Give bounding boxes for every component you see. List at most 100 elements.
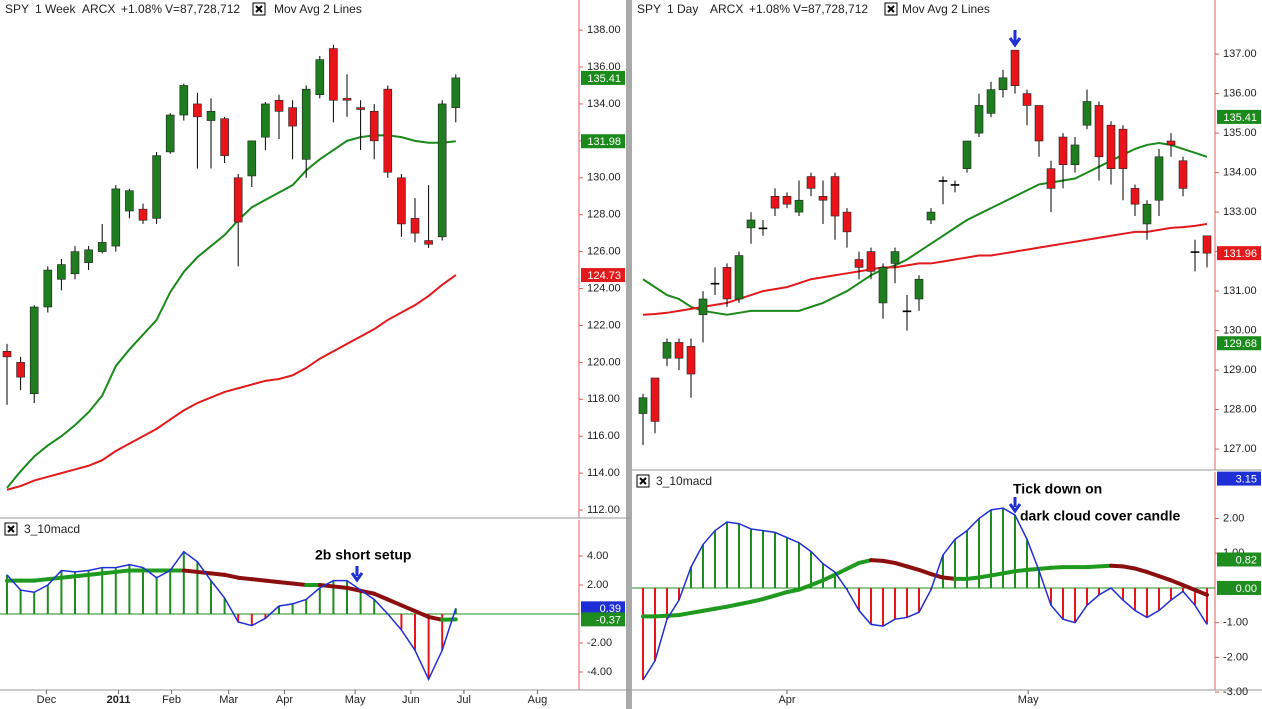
signal-line	[209, 571, 227, 577]
signal-line	[977, 573, 993, 580]
candle-body	[165, 114, 175, 153]
value-badge	[581, 601, 625, 616]
y-tick-label: 120.00	[587, 356, 621, 368]
signal-line	[100, 569, 118, 576]
candle-body	[1022, 93, 1032, 106]
arrow	[1008, 497, 1022, 514]
candle-body	[1058, 136, 1068, 165]
candle-body	[369, 111, 379, 142]
value-badge-label: 124.73	[587, 270, 621, 282]
candle-body	[1010, 49, 1020, 87]
moving-average	[6, 134, 456, 489]
signal-line	[181, 568, 200, 574]
candle-body	[854, 259, 864, 268]
value-badge-label: 0.00	[1236, 583, 1257, 595]
value-badge	[581, 612, 625, 627]
header-symbol: SPY	[5, 2, 29, 16]
signal-line	[1049, 565, 1065, 570]
candle-body	[662, 342, 672, 359]
signal-line	[32, 577, 50, 583]
x-tick-label: Mar	[219, 694, 238, 706]
checkbox-x	[639, 477, 647, 485]
value-badge	[581, 134, 625, 149]
candle-body	[356, 107, 365, 110]
candle-body	[1178, 160, 1188, 189]
candle-body	[1034, 105, 1044, 142]
candle-body	[2, 351, 12, 358]
candle-body	[424, 240, 433, 245]
candle-body	[125, 190, 134, 212]
value-badge	[581, 70, 625, 85]
candle-body	[152, 155, 161, 219]
candle-body	[686, 346, 696, 375]
signal-line	[263, 578, 281, 585]
candle-body	[938, 180, 948, 182]
signal-line	[989, 571, 1005, 578]
signal-line	[869, 558, 885, 563]
candle-body	[1130, 188, 1140, 205]
value-badge-label: 131.96	[1223, 248, 1257, 260]
signal-line	[713, 604, 729, 611]
candle-body	[397, 177, 406, 225]
candle-body	[974, 105, 984, 134]
candle-body	[998, 77, 1008, 90]
header-volume: V=87,728,712	[165, 2, 240, 16]
signal-line	[929, 572, 945, 580]
signal-line	[1193, 588, 1209, 597]
candle-body	[842, 211, 852, 233]
candle-body	[261, 103, 270, 138]
signal-line	[1001, 569, 1017, 576]
candle-body	[70, 251, 80, 275]
candle-body	[437, 103, 447, 238]
x-tick-label: May	[345, 694, 366, 706]
candle-body	[926, 211, 936, 221]
value-badge	[1217, 580, 1261, 595]
signal-line	[689, 608, 705, 615]
y-tick-label: 129.00	[1223, 364, 1257, 376]
signal-line	[881, 558, 897, 565]
signal-line	[249, 577, 268, 583]
signal-line	[941, 575, 957, 581]
signal-line	[222, 572, 241, 580]
y-tick-label: 128.00	[1223, 403, 1257, 415]
signal-line	[372, 591, 390, 602]
signal-line	[1181, 583, 1197, 593]
y-tick-label: 136.00	[1223, 88, 1257, 100]
x-tick-label: May	[1018, 694, 1039, 706]
value-badge	[1217, 552, 1261, 567]
candle-body	[950, 184, 960, 186]
signal-line	[1085, 564, 1101, 570]
y-tick-label: 134.00	[1223, 167, 1257, 179]
signal-line	[725, 602, 741, 609]
value-badge	[1217, 109, 1261, 124]
signal-line	[653, 613, 669, 619]
candle-body	[746, 219, 756, 229]
x-tick-label: Dec	[37, 694, 57, 706]
y-tick-label: -3.00	[1223, 686, 1248, 698]
y-tick-label: 2.00	[1223, 512, 1244, 524]
signal-line	[385, 597, 404, 608]
signal-line	[1133, 566, 1149, 574]
candle-body	[1070, 144, 1080, 165]
y-tick-label: 124.00	[587, 282, 621, 294]
candle-body	[1142, 203, 1152, 225]
candle-body	[1166, 140, 1176, 146]
candle-body	[650, 377, 660, 422]
signal-line	[1169, 578, 1185, 588]
y-tick-label: -2.00	[587, 637, 612, 649]
signal-line	[1157, 574, 1173, 583]
header-study: Mov Avg 2 Lines	[902, 2, 990, 16]
candle-body	[274, 99, 284, 112]
candle-body	[301, 88, 311, 160]
signal-line	[86, 571, 105, 577]
value-badge-label: -0.37	[596, 614, 621, 626]
candle-body	[770, 195, 780, 209]
header-period: 1 Week	[35, 2, 76, 16]
candle-body	[638, 397, 648, 414]
arrow	[350, 566, 364, 583]
y-tick-label: 116.00	[587, 430, 620, 442]
signal-line	[797, 583, 813, 592]
candle-body	[410, 218, 420, 234]
signal-line	[701, 606, 717, 613]
header-study: Mov Avg 2 Lines	[274, 2, 362, 16]
